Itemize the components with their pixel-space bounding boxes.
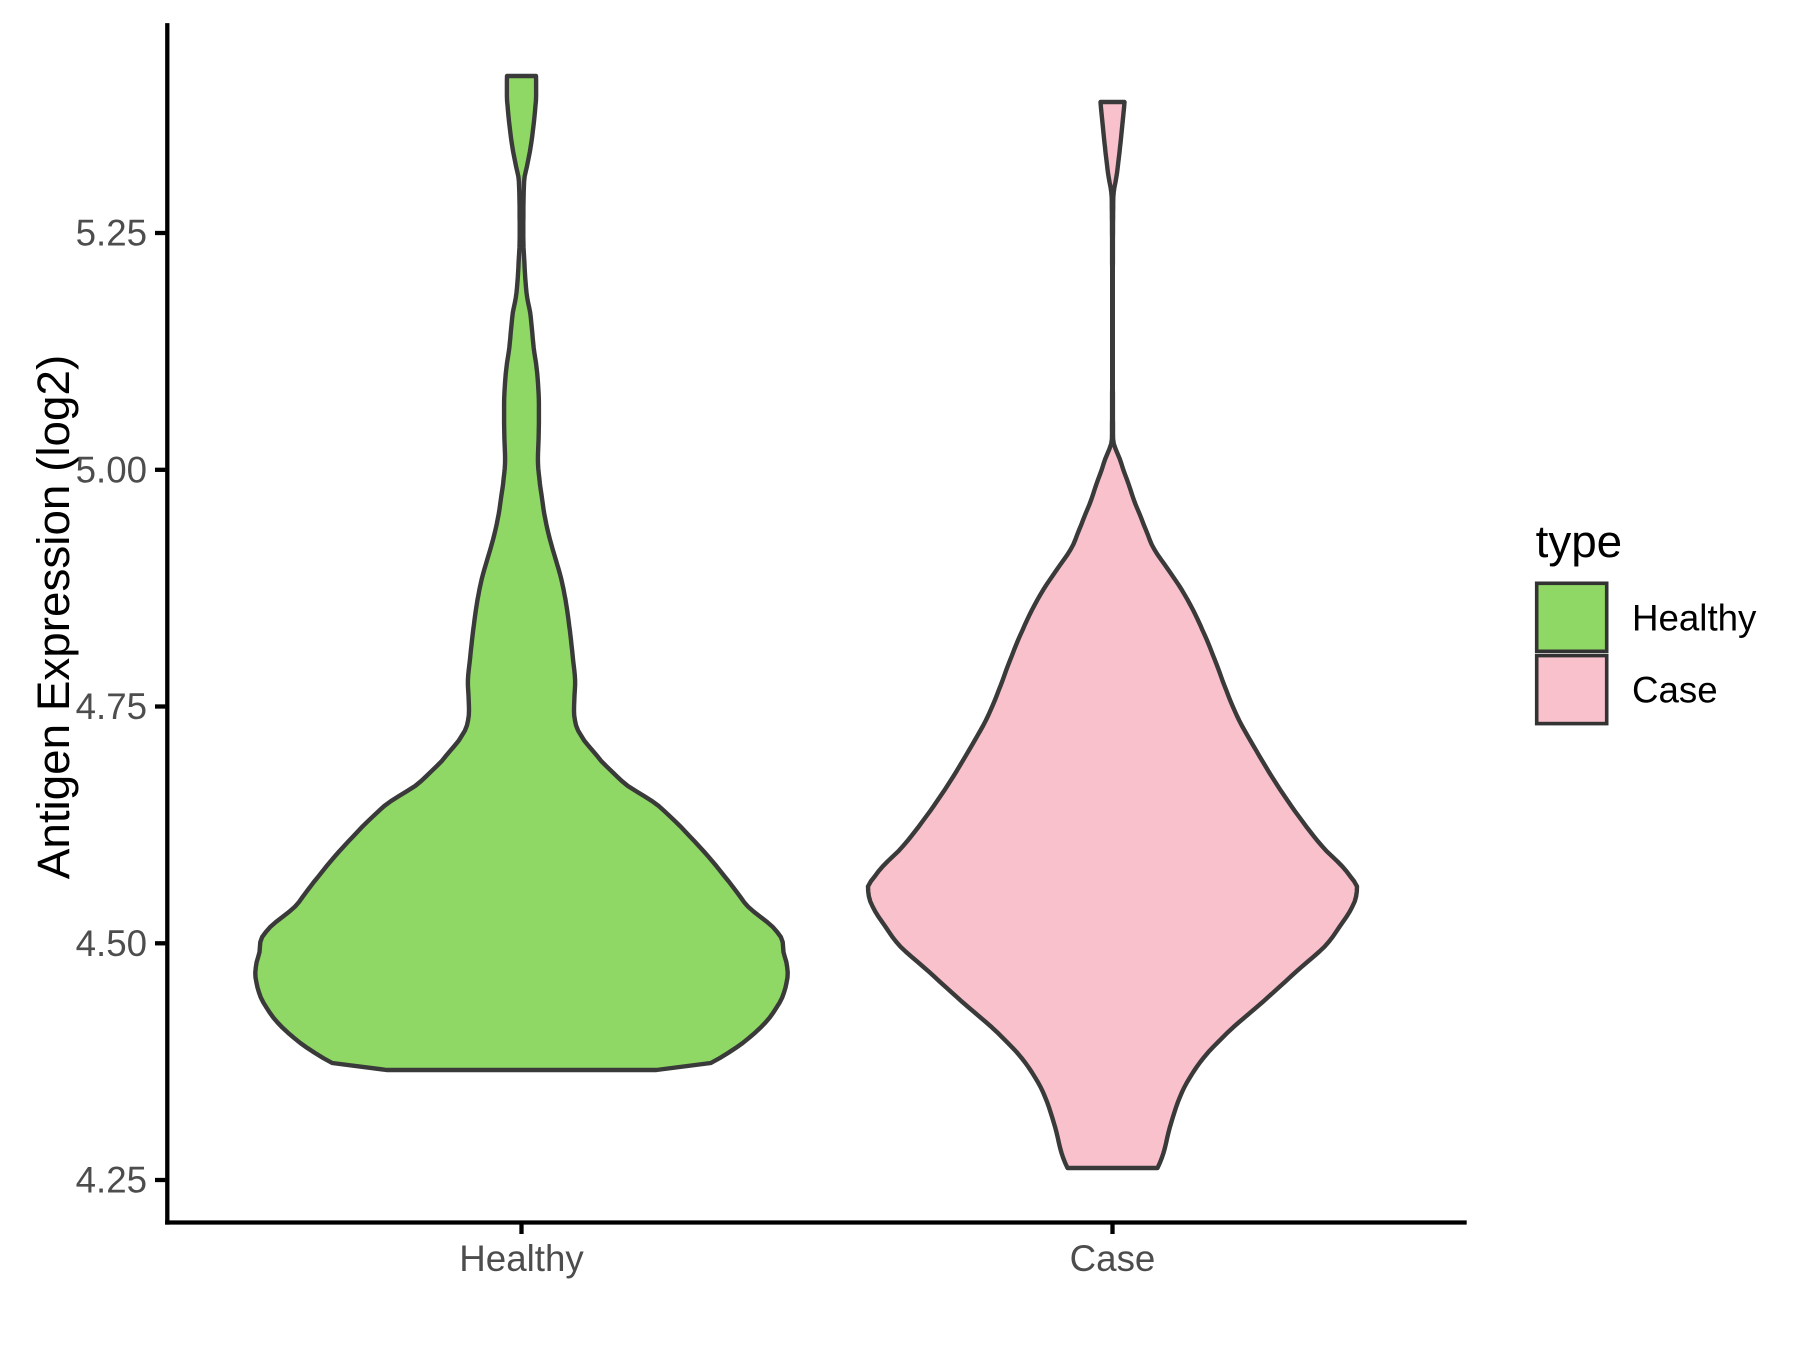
svg-text:4.25: 4.25 <box>76 1160 147 1201</box>
svg-text:Case: Case <box>1632 670 1718 711</box>
svg-text:4.50: 4.50 <box>76 923 147 964</box>
svg-text:Case: Case <box>1070 1238 1156 1279</box>
svg-text:5.25: 5.25 <box>76 213 147 254</box>
svg-text:type: type <box>1536 516 1623 567</box>
svg-text:Healthy: Healthy <box>459 1238 584 1279</box>
svg-text:4.75: 4.75 <box>76 686 147 727</box>
svg-text:Antigen Expression (log2): Antigen Expression (log2) <box>28 355 79 879</box>
svg-text:Healthy: Healthy <box>1632 598 1757 639</box>
svg-text:5.00: 5.00 <box>76 449 147 490</box>
